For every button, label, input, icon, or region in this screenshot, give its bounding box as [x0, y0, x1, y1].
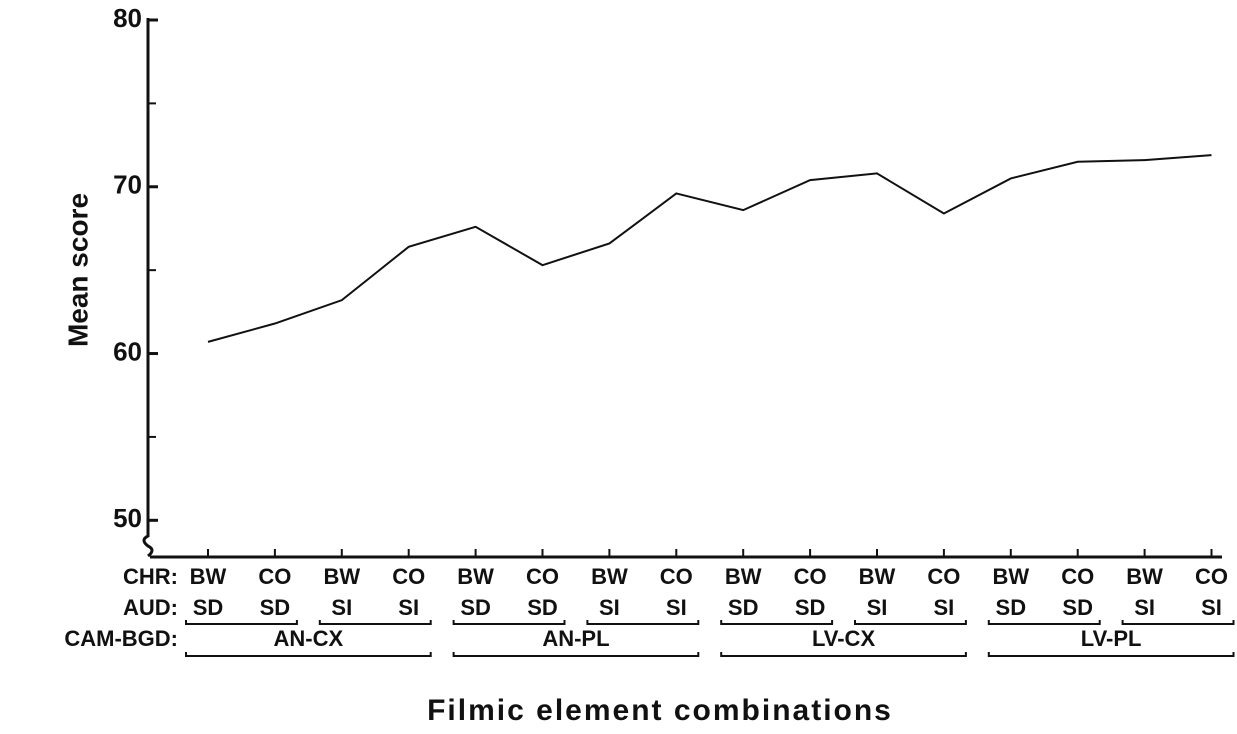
group-bracket: [185, 652, 432, 657]
y-axis-label: Mean score: [62, 193, 93, 347]
line: [207, 154, 1212, 343]
group-bracket: [987, 652, 1235, 657]
y-tick-label: 50: [113, 503, 142, 533]
aud-bracket: [452, 620, 566, 625]
x-tick-label: BW: [725, 564, 762, 589]
x-tick-label: BW: [323, 564, 360, 589]
aud-label: SI: [1201, 595, 1222, 620]
group-bracket: [720, 652, 967, 657]
group-label: LV-PL: [1081, 626, 1142, 651]
aud-label: SI: [934, 595, 955, 620]
y-axis: [142, 18, 154, 558]
aud-label: SD: [527, 595, 558, 620]
group-label: AN-PL: [542, 626, 609, 651]
row-label: CHR:: [123, 564, 178, 589]
group-label: LV-CX: [812, 626, 875, 651]
aud-label: SD: [460, 595, 491, 620]
aud-label: SD: [260, 595, 291, 620]
row-label: AUD:: [123, 595, 178, 620]
row-label: CAM-BGD:: [64, 626, 178, 651]
x-axis-label: Filmic element combinations: [427, 694, 893, 727]
group-bracket: [452, 652, 700, 657]
aud-bracket: [185, 620, 298, 625]
x-tick-label: CO: [1061, 564, 1094, 589]
x-tick-label: BW: [992, 564, 1029, 589]
aud-bracket: [854, 620, 967, 625]
x-tick-label: CO: [392, 564, 425, 589]
aud-label: SD: [1062, 595, 1093, 620]
group-label: AN-CX: [274, 626, 344, 651]
aud-label: SD: [795, 595, 826, 620]
x-tick-label: BW: [1126, 564, 1163, 589]
x-tick-label: CO: [526, 564, 559, 589]
aud-label: SI: [666, 595, 687, 620]
aud-label: SD: [193, 595, 224, 620]
x-tick-label: CO: [794, 564, 827, 589]
aud-bracket: [1121, 620, 1235, 625]
aud-bracket: [318, 620, 432, 625]
aud-bracket: [586, 620, 700, 625]
y-tick-label: 60: [113, 336, 142, 366]
x-tick-label: BW: [190, 564, 227, 589]
x-tick-label: BW: [859, 564, 896, 589]
x-tick-label: CO: [927, 564, 960, 589]
aud-label: SI: [599, 595, 620, 620]
aud-label: SD: [728, 595, 759, 620]
aud-bracket: [987, 620, 1101, 625]
aud-label: SI: [1134, 595, 1155, 620]
aud-label: SI: [867, 595, 888, 620]
aud-label: SD: [996, 595, 1027, 620]
x-tick-label: BW: [457, 564, 494, 589]
aud-bracket: [720, 620, 834, 625]
x-tick-label: BW: [591, 564, 628, 589]
y-tick-label: 80: [113, 3, 142, 33]
y-tick-label: 70: [113, 170, 142, 200]
aud-label: SI: [398, 595, 419, 620]
x-tick-label: CO: [258, 564, 291, 589]
aud-label: SI: [331, 595, 352, 620]
x-tick-label: CO: [660, 564, 693, 589]
x-tick-label: CO: [1195, 564, 1228, 589]
